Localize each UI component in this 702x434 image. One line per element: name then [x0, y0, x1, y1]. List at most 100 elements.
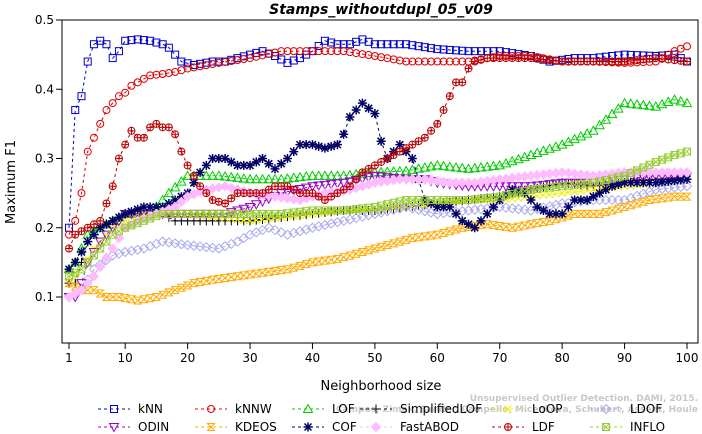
marker-diamond: [382, 205, 393, 217]
marker-hourglass: [245, 270, 255, 279]
marker-hourglass: [538, 217, 549, 226]
marker-hourglass: [370, 244, 380, 253]
legend-label-ldf: LDF: [532, 420, 555, 434]
marker-diamond-filled: [176, 196, 187, 207]
marker-circle: [164, 68, 173, 77]
marker-hourglass: [214, 274, 224, 283]
marker-hourglass: [114, 293, 124, 301]
marker-triangle-down: [332, 179, 343, 189]
x-axis-label: Neighborhood size: [321, 379, 442, 394]
marker-square: [364, 37, 373, 46]
marker-plus: [465, 64, 473, 72]
marker-square: [433, 45, 442, 54]
legend-label-lof: LOF: [332, 402, 355, 416]
marker-triangle: [332, 170, 343, 180]
marker-triangle: [669, 94, 680, 104]
marker-circle: [214, 58, 223, 67]
marker-triangle: [619, 97, 630, 108]
marker-triangle-down: [300, 183, 312, 194]
marker-asterisk: [326, 141, 336, 151]
marker-triangle: [519, 151, 531, 162]
marker-hourglass: [157, 290, 168, 299]
marker-plus: [458, 78, 466, 86]
marker-circle: [158, 70, 167, 79]
marker-circle: [395, 56, 404, 65]
marker-diamond: [288, 227, 299, 239]
legend-item-simplifiedlof: SimplifiedLOF: [360, 402, 482, 416]
marker-hourglass: [457, 223, 467, 232]
series-markers-fastabod: [63, 167, 693, 303]
marker-square: [520, 187, 529, 196]
marker-triangle: [257, 173, 268, 184]
marker-hourglass: [176, 283, 187, 292]
marker-square: [608, 174, 617, 183]
marker-diamond: [119, 246, 131, 258]
marker-diamond: [319, 219, 331, 231]
marker-hourglass: [70, 282, 80, 291]
marker-triangle: [463, 163, 474, 173]
marker-square: [545, 183, 554, 192]
marker-hourglass: [107, 293, 118, 301]
marker-triangle: [456, 162, 468, 173]
marker-cross: [96, 244, 105, 253]
marker-square: [358, 204, 367, 213]
marker-triangle: [631, 98, 643, 109]
marker-asterisk: [663, 176, 673, 186]
marker-hourglass: [638, 197, 649, 206]
x-tick-label: 70: [492, 351, 507, 365]
marker-plus: [227, 194, 235, 202]
marker-hourglass: [495, 222, 505, 231]
marker-square: [108, 54, 117, 63]
marker-hourglass: [232, 272, 243, 281]
marker-triangle: [250, 173, 262, 184]
marker-circle: [358, 50, 367, 59]
marker-diamond-filled: [288, 193, 299, 205]
marker-circle: [427, 57, 436, 66]
marker-square: [539, 184, 548, 193]
marker-asterisk: [588, 192, 598, 202]
marker-asterisk: [364, 103, 374, 113]
marker-square: [389, 198, 398, 207]
marker-diamond: [363, 210, 374, 221]
marker-diamond-filled: [276, 192, 287, 203]
marker-hourglass: [182, 281, 193, 290]
marker-asterisk: [270, 164, 280, 174]
marker-plus: [352, 175, 360, 183]
series-layer: [63, 35, 693, 305]
marker-diamond: [301, 224, 312, 235]
marker-asterisk: [538, 205, 548, 215]
marker-square: [402, 196, 411, 205]
marker-hourglass: [170, 286, 180, 295]
marker-diamond: [600, 403, 612, 415]
marker-diamond: [407, 203, 418, 214]
marker-triangle: [238, 173, 250, 183]
marker-plus: [77, 227, 85, 235]
marker-square: [508, 189, 517, 198]
marker-circle: [252, 52, 261, 61]
series-markers-ldf: [65, 54, 691, 253]
marker-triangle-down: [108, 423, 120, 433]
marker-cross: [90, 251, 98, 260]
marker-circle: [402, 57, 411, 66]
marker-triangle: [232, 172, 243, 182]
x-tick-label: 100: [676, 351, 699, 365]
series-inflo: [65, 147, 691, 281]
marker-square: [395, 197, 404, 206]
marker-hourglass: [351, 249, 361, 258]
marker-square: [601, 175, 610, 184]
marker-plus: [177, 148, 185, 156]
marker-square: [171, 209, 180, 218]
marker-diamond: [388, 204, 399, 215]
marker-square: [233, 209, 242, 218]
marker-plus: [365, 165, 373, 173]
marker-circle: [345, 48, 354, 57]
y-axis-label: Maximum F1: [4, 140, 19, 224]
marker-asterisk: [638, 178, 648, 188]
marker-diamond-filled: [569, 168, 580, 179]
marker-plus: [115, 155, 123, 162]
marker-diamond: [194, 241, 206, 252]
legend-item-ldof: LDOF: [590, 402, 662, 416]
marker-circle: [283, 47, 292, 56]
marker-diamond-filled: [681, 167, 693, 178]
marker-hourglass: [264, 267, 274, 276]
